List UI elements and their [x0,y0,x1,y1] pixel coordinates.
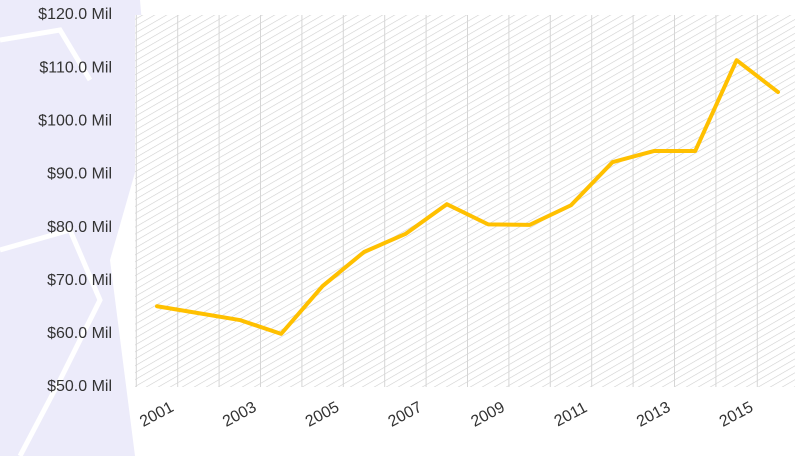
y-tick-label: $120.0 Mil [38,6,112,23]
x-tick-label: 2011 [552,399,590,430]
background-shape [0,0,150,456]
x-tick-label: 2005 [303,399,343,431]
x-tick-label: 2009 [468,399,508,431]
plot-hatch [135,15,795,387]
background-lines [0,27,103,456]
y-tick-label: $80.0 Mil [47,219,112,236]
x-tick-label: 2001 [137,399,177,431]
y-tick-label: $60.0 Mil [47,325,112,342]
y-tick-label: $100.0 Mil [38,113,112,130]
x-tick-label: 2003 [220,399,260,431]
y-tick-label: $90.0 Mil [47,166,112,183]
x-tick-label: 2013 [634,399,674,431]
x-tick-label: 2007 [386,399,426,431]
x-tick-label: 2015 [717,399,757,431]
y-tick-label: $50.0 Mil [47,378,112,395]
line-series [155,58,780,336]
y-tick-label: $70.0 Mil [47,272,112,289]
y-tick-label: $110.0 Mil [39,59,112,76]
